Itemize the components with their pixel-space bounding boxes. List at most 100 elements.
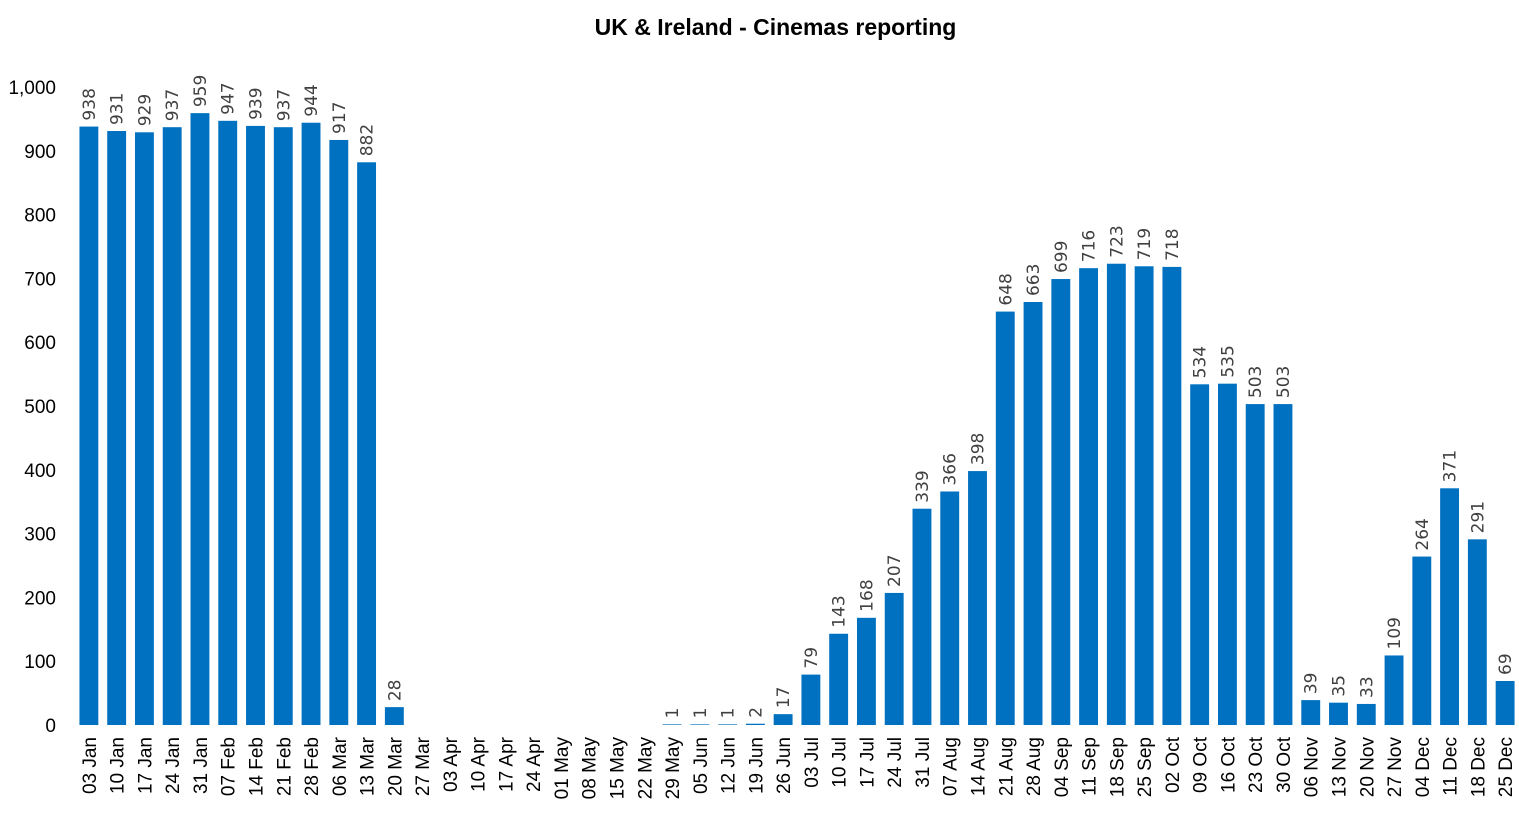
- bar: [190, 113, 210, 725]
- x-tick-label: 24 Jan: [163, 737, 184, 794]
- x-tick-label: 31 Jan: [191, 737, 212, 794]
- x-tick-label: 18 Dec: [1468, 737, 1489, 797]
- x-tick-label: 02 Oct: [1163, 736, 1184, 793]
- x-tick-label: 28 Feb: [302, 737, 323, 796]
- x-tick-label: 03 Jan: [80, 737, 101, 794]
- x-tick-label: 17 Jul: [857, 737, 878, 788]
- data-label: 366: [941, 453, 961, 485]
- x-tick-label: 22 May: [635, 737, 656, 800]
- y-tick-label: 0: [45, 716, 56, 737]
- data-label: 35: [1330, 675, 1350, 697]
- x-tick-label: 10 Jul: [830, 737, 851, 788]
- x-tick-label: 03 Jul: [802, 737, 823, 788]
- data-label: 931: [108, 93, 128, 125]
- data-label: 882: [358, 124, 378, 156]
- bar: [773, 714, 793, 725]
- x-tick-label: 06 Nov: [1302, 737, 1323, 798]
- x-tick-label: 21 Feb: [274, 737, 295, 796]
- data-label: 648: [996, 273, 1016, 305]
- x-tick-label: 05 Jun: [691, 737, 712, 794]
- data-label: 959: [191, 75, 211, 107]
- bar: [79, 126, 99, 725]
- x-tick-label: 12 Jun: [719, 737, 740, 794]
- x-tick-label: 25 Dec: [1496, 737, 1517, 797]
- y-tick-label: 900: [24, 142, 56, 163]
- x-tick-label: 13 Mar: [358, 736, 379, 796]
- x-tick-label: 24 Jul: [885, 737, 906, 788]
- data-label: 699: [1052, 241, 1072, 273]
- bar: [1273, 404, 1293, 725]
- bar: [940, 491, 960, 725]
- data-label: 1: [691, 708, 711, 719]
- y-tick-label: 700: [24, 269, 56, 290]
- x-tick-label: 10 Jan: [108, 737, 129, 794]
- x-tick-label: 09 Oct: [1191, 736, 1212, 793]
- y-tick-label: 200: [24, 588, 56, 609]
- data-label: 937: [274, 89, 294, 121]
- data-label: 947: [219, 82, 239, 114]
- data-label: 39: [1302, 672, 1322, 694]
- data-label: 168: [857, 579, 877, 611]
- x-tick-label: 29 May: [663, 737, 684, 800]
- bar: [218, 120, 238, 725]
- data-label: 719: [1135, 228, 1155, 260]
- bar: [1106, 263, 1126, 725]
- bar: [1051, 279, 1071, 725]
- y-axis: 0 100 200 300 400 500 600 700 800 900 1,000: [8, 78, 56, 737]
- data-label: 723: [1107, 225, 1127, 257]
- x-tick-label: 27 Nov: [1385, 737, 1406, 798]
- data-label: 143: [830, 595, 850, 627]
- bar: [1023, 302, 1043, 725]
- data-label: 109: [1385, 617, 1405, 649]
- data-label: 291: [1468, 501, 1488, 533]
- x-tick-label: 04 Dec: [1413, 737, 1434, 797]
- bar: [718, 724, 738, 725]
- data-label: 663: [1024, 264, 1044, 296]
- bar: [107, 131, 127, 726]
- data-label: 28: [385, 679, 405, 701]
- data-label: 503: [1246, 366, 1266, 398]
- x-tick-label: 17 Apr: [496, 736, 517, 792]
- x-tick-label: 15 May: [608, 737, 629, 800]
- x-tick-label: 06 Mar: [330, 736, 351, 796]
- data-label: 1: [719, 708, 739, 719]
- bar: [912, 508, 932, 725]
- bar: [690, 724, 710, 725]
- data-label: 944: [302, 84, 322, 116]
- bar: [829, 633, 849, 725]
- chart-title: UK & Ireland - Cinemas reporting: [594, 14, 957, 40]
- bar: [801, 674, 821, 725]
- x-tick-label: 03 Apr: [441, 736, 462, 792]
- bar: [384, 707, 404, 725]
- x-tick-label: 16 Oct: [1218, 736, 1239, 793]
- data-label: 1: [663, 708, 683, 719]
- bar: [1217, 383, 1237, 725]
- x-tick-label: 24 Apr: [524, 736, 545, 792]
- bar: [884, 592, 904, 725]
- x-tick-label: 07 Aug: [941, 737, 962, 796]
- y-tick-label: 500: [24, 397, 56, 418]
- x-tick-label: 21 Aug: [996, 737, 1017, 796]
- data-label: 79: [802, 647, 822, 669]
- x-tick-label: 07 Feb: [219, 737, 240, 796]
- x-tick-label: 13 Nov: [1330, 737, 1351, 798]
- x-tick-label: 11 Dec: [1441, 737, 1462, 796]
- y-tick-label: 1,000: [8, 78, 56, 99]
- x-tick-label: 30 Oct: [1274, 736, 1295, 793]
- x-tick-label: 17 Jan: [135, 737, 156, 794]
- bar: [1245, 404, 1265, 725]
- x-tick-label: 25 Sep: [1135, 737, 1156, 797]
- bar: [301, 122, 321, 725]
- bar: [662, 724, 682, 725]
- bar: [1190, 384, 1210, 725]
- data-label: 264: [1413, 518, 1433, 550]
- data-label: 207: [885, 554, 905, 586]
- data-label: 917: [330, 102, 350, 134]
- bar: [357, 162, 377, 725]
- bar: [1412, 556, 1432, 725]
- x-tick-label: 18 Sep: [1107, 737, 1128, 797]
- data-label: 33: [1357, 676, 1377, 698]
- x-tick-label: 14 Aug: [969, 737, 990, 796]
